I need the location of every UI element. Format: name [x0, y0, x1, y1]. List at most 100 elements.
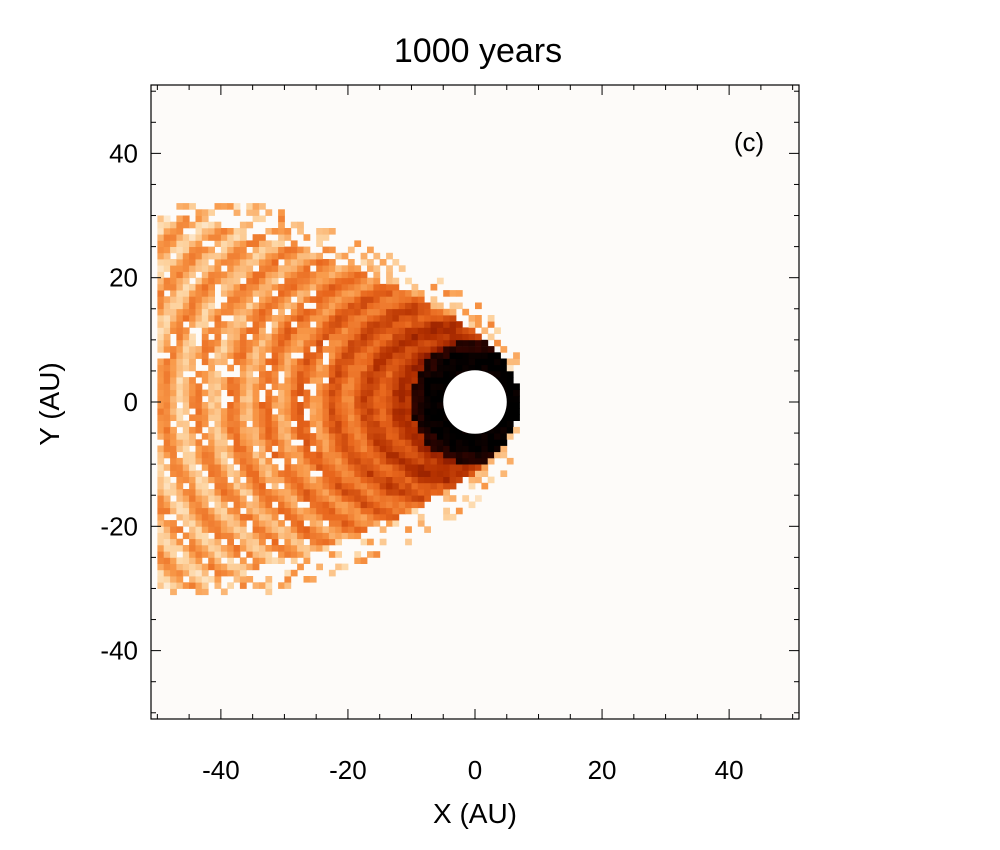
heatmap-cell	[386, 420, 393, 428]
plot-area	[150, 84, 800, 720]
heatmap-cell	[259, 339, 266, 347]
heatmap-cell	[284, 296, 292, 303]
heatmap-cell	[373, 383, 381, 390]
heatmap-cell	[335, 451, 342, 459]
heatmap-cell	[227, 339, 234, 347]
heatmap-cell	[265, 501, 273, 509]
heatmap-cell	[487, 358, 495, 366]
heatmap-cell	[436, 389, 444, 397]
heatmap-cell	[341, 383, 349, 390]
heatmap-cell	[392, 346, 400, 353]
heatmap-cell	[259, 451, 266, 459]
heatmap-cell	[259, 445, 266, 453]
heatmap-cell	[214, 445, 222, 453]
heatmap-cell	[367, 538, 374, 546]
heatmap-cell	[468, 339, 476, 347]
heatmap-cell	[335, 532, 342, 540]
heatmap-cell	[405, 414, 412, 421]
heatmap-cell	[284, 383, 292, 390]
heatmap-cell	[252, 315, 260, 322]
heatmap-cell	[316, 271, 323, 279]
heatmap-cell	[392, 333, 400, 341]
heatmap-cell	[176, 221, 184, 229]
heatmap-cell	[322, 532, 330, 540]
heatmap-cell	[360, 507, 368, 515]
heatmap-cell	[201, 520, 209, 527]
heatmap-cell	[411, 358, 419, 366]
heatmap-cell	[214, 277, 222, 285]
heatmap-cell	[227, 203, 234, 210]
heatmap-cell	[335, 470, 342, 477]
heatmap-cell	[303, 551, 311, 558]
heatmap-cell	[341, 290, 349, 297]
heatmap-cell	[430, 451, 438, 459]
heatmap-cell	[328, 308, 336, 316]
heatmap-cell	[176, 327, 184, 334]
heatmap-cell	[347, 315, 355, 322]
heatmap-cell	[367, 290, 374, 297]
heatmap-cell	[347, 526, 355, 533]
heatmap-cell	[157, 265, 165, 272]
heatmap-cell	[284, 315, 292, 322]
heatmap-cell	[208, 296, 215, 303]
heatmap-cell	[424, 408, 431, 415]
heatmap-cell	[182, 265, 190, 272]
heatmap-cell	[513, 395, 520, 403]
heatmap-cell	[239, 308, 247, 316]
heatmap-cell	[475, 321, 482, 328]
heatmap-cell	[303, 402, 311, 409]
heatmap-cell	[468, 476, 476, 484]
heatmap-cell	[163, 408, 171, 415]
heatmap-cell	[290, 339, 298, 347]
heatmap-cell	[290, 501, 298, 509]
heatmap-cell	[246, 414, 254, 421]
heatmap-cell	[303, 395, 311, 403]
heatmap-cell	[347, 433, 355, 440]
heatmap-cell	[354, 308, 362, 316]
heatmap-cell	[392, 489, 400, 496]
heatmap-cell	[239, 383, 247, 390]
heatmap-cell	[443, 352, 450, 359]
heatmap-cell	[417, 346, 425, 353]
heatmap-cell	[233, 457, 241, 465]
heatmap-cell	[328, 476, 336, 484]
heatmap-cell	[309, 495, 317, 502]
heatmap-cell	[239, 538, 247, 546]
heatmap-cell	[309, 507, 317, 515]
heatmap-cell	[335, 333, 342, 341]
heatmap-cell	[271, 451, 279, 459]
heatmap-cell	[271, 402, 279, 409]
heatmap-cell	[398, 439, 406, 446]
heatmap-cell	[316, 346, 323, 353]
heatmap-cell	[259, 538, 266, 546]
heatmap-cell	[360, 321, 368, 328]
heatmap-cell	[189, 414, 196, 421]
heatmap-cell	[189, 426, 196, 434]
heatmap-cell	[239, 370, 247, 378]
heatmap-cell	[303, 265, 311, 272]
heatmap-cell	[278, 228, 285, 235]
heatmap-cell	[176, 352, 184, 359]
heatmap-cell	[424, 370, 431, 378]
heatmap-cell	[411, 377, 419, 384]
heatmap-cell	[417, 327, 425, 334]
heatmap-cell	[316, 228, 323, 235]
heatmap-cell	[252, 215, 260, 223]
heatmap-cell	[424, 457, 431, 465]
heatmap-cell	[354, 470, 362, 477]
heatmap-cell	[252, 451, 260, 459]
heatmap-cell	[201, 321, 209, 328]
heatmap-cell	[290, 545, 298, 552]
heatmap-cell	[373, 464, 381, 471]
heatmap-cell	[201, 495, 209, 502]
heatmap-cell	[424, 358, 431, 366]
heatmap-cell	[328, 370, 336, 378]
heatmap-cell	[170, 290, 177, 297]
heatmap-cell	[290, 408, 298, 415]
heatmap-cell	[284, 451, 292, 459]
heatmap-cell	[252, 538, 260, 546]
heatmap-cell	[233, 246, 241, 254]
heatmap-cell	[220, 513, 228, 521]
heatmap-cell	[265, 507, 273, 515]
heatmap-cell	[278, 426, 285, 434]
